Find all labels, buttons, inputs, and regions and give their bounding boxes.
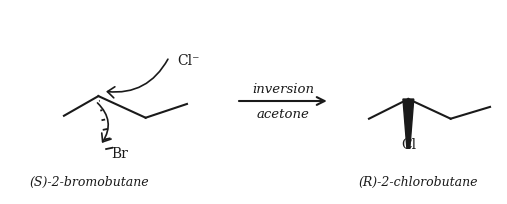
FancyArrowPatch shape: [107, 60, 168, 98]
Text: Cl: Cl: [401, 137, 416, 151]
FancyArrowPatch shape: [97, 103, 111, 142]
Polygon shape: [403, 100, 414, 149]
Text: Br: Br: [111, 146, 128, 160]
Text: (R)-2-chlorobutane: (R)-2-chlorobutane: [358, 175, 478, 188]
Text: acetone: acetone: [257, 107, 309, 120]
Text: Cl⁻: Cl⁻: [177, 53, 200, 68]
Text: inversion: inversion: [252, 83, 314, 96]
Text: (S)-2-bromobutane: (S)-2-bromobutane: [29, 175, 149, 188]
